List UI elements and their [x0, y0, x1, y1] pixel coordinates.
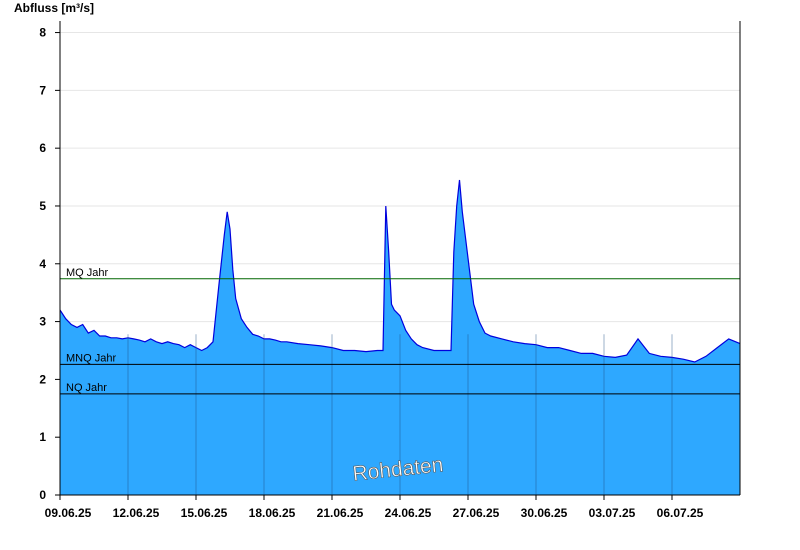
y-tick-label: 3: [39, 315, 46, 329]
y-tick-label: 2: [39, 372, 46, 386]
x-tick-label: 24.06.25: [385, 506, 432, 520]
reference-lines: MQ Jahr MNQ Jahr NQ Jahr: [60, 267, 740, 395]
y-tick-label: 7: [39, 83, 46, 97]
reference-label: MNQ Jahr: [66, 352, 116, 364]
x-tick-label: 06.07.25: [657, 506, 704, 520]
y-axis: 0 1 2 3 4 5 6 7 8: [39, 26, 60, 502]
x-tick-label: 18.06.25: [249, 506, 296, 520]
y-tick-label: 5: [39, 199, 46, 213]
x-tick-label: 27.06.25: [453, 506, 500, 520]
reference-label: NQ Jahr: [66, 382, 107, 394]
y-tick-label: 6: [39, 141, 46, 155]
y-tick-label: 1: [39, 430, 46, 444]
x-tick-label: 09.06.25: [45, 506, 92, 520]
x-tick-label: 15.06.25: [181, 506, 228, 520]
y-tick-label: 0: [39, 488, 46, 502]
x-axis: 09.06.25 12.06.25 15.06.25 18.06.25 21.06.25…: [45, 495, 704, 520]
x-tick-label: 12.06.25: [113, 506, 160, 520]
x-tick-label: 21.06.25: [317, 506, 364, 520]
x-tick-label: 30.06.25: [521, 506, 568, 520]
y-tick-label: 4: [39, 257, 46, 271]
reference-label: MQ Jahr: [66, 267, 109, 279]
x-gridlines: [127, 334, 673, 495]
x-tick-label: 03.07.25: [589, 506, 636, 520]
y-axis-title: Abfluss [m³/s]: [14, 1, 95, 15]
discharge-line: [59, 179, 741, 363]
y-tick-label: 8: [39, 26, 46, 40]
